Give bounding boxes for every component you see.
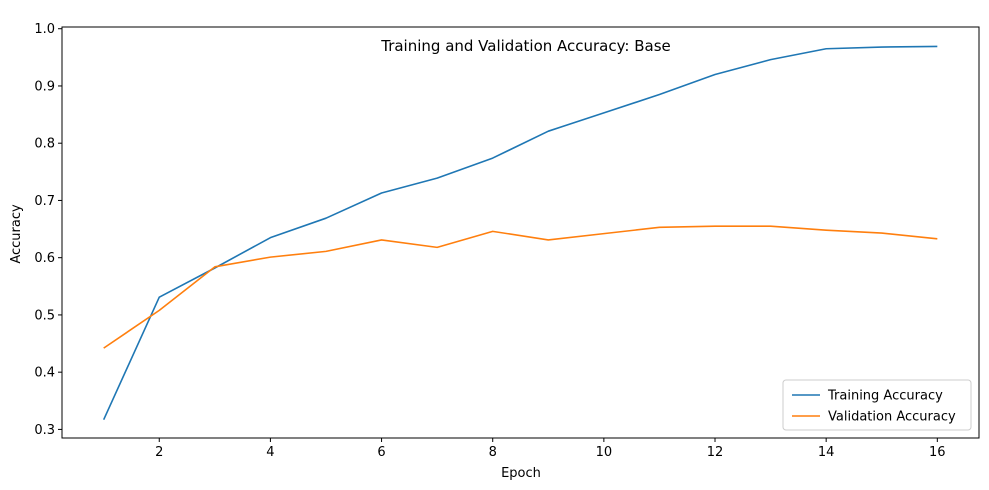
x-tick-label: 10: [596, 445, 613, 460]
legend: Training Accuracy Validation Accuracy: [782, 379, 972, 431]
legend-label: Validation Accuracy: [828, 410, 956, 425]
x-tick-label: 4: [266, 445, 274, 460]
series-line-validation: [103, 225, 938, 349]
y-tick-label: 0.4: [34, 366, 55, 381]
x-axis-label: Epoch: [501, 466, 541, 481]
y-tick-label: 0.3: [34, 423, 55, 438]
series-line-training: [102, 45, 938, 421]
x-tick-label: 16: [929, 445, 946, 460]
legend-label: Training Accuracy: [827, 389, 943, 404]
y-tick-label: 0.6: [34, 251, 55, 266]
y-tick-label: 1.0: [34, 22, 55, 37]
chart-title: Training and Validation Accuracy: Base: [380, 37, 671, 55]
y-tick-label: 0.7: [34, 194, 55, 209]
y-tick-label: 0.8: [34, 137, 55, 152]
y-tick-label: 0.5: [34, 308, 55, 323]
y-axis-label: Accuracy: [9, 204, 24, 264]
plot-frame: [61, 26, 980, 439]
x-tick-label: 6: [377, 445, 385, 460]
x-tick-label: 2: [155, 445, 163, 460]
x-tick-label: 8: [489, 445, 497, 460]
legend-box: [782, 379, 972, 431]
y-tick-label: 0.9: [34, 79, 55, 94]
x-tick-label: 12: [707, 445, 724, 460]
x-tick-label: 14: [818, 445, 835, 460]
